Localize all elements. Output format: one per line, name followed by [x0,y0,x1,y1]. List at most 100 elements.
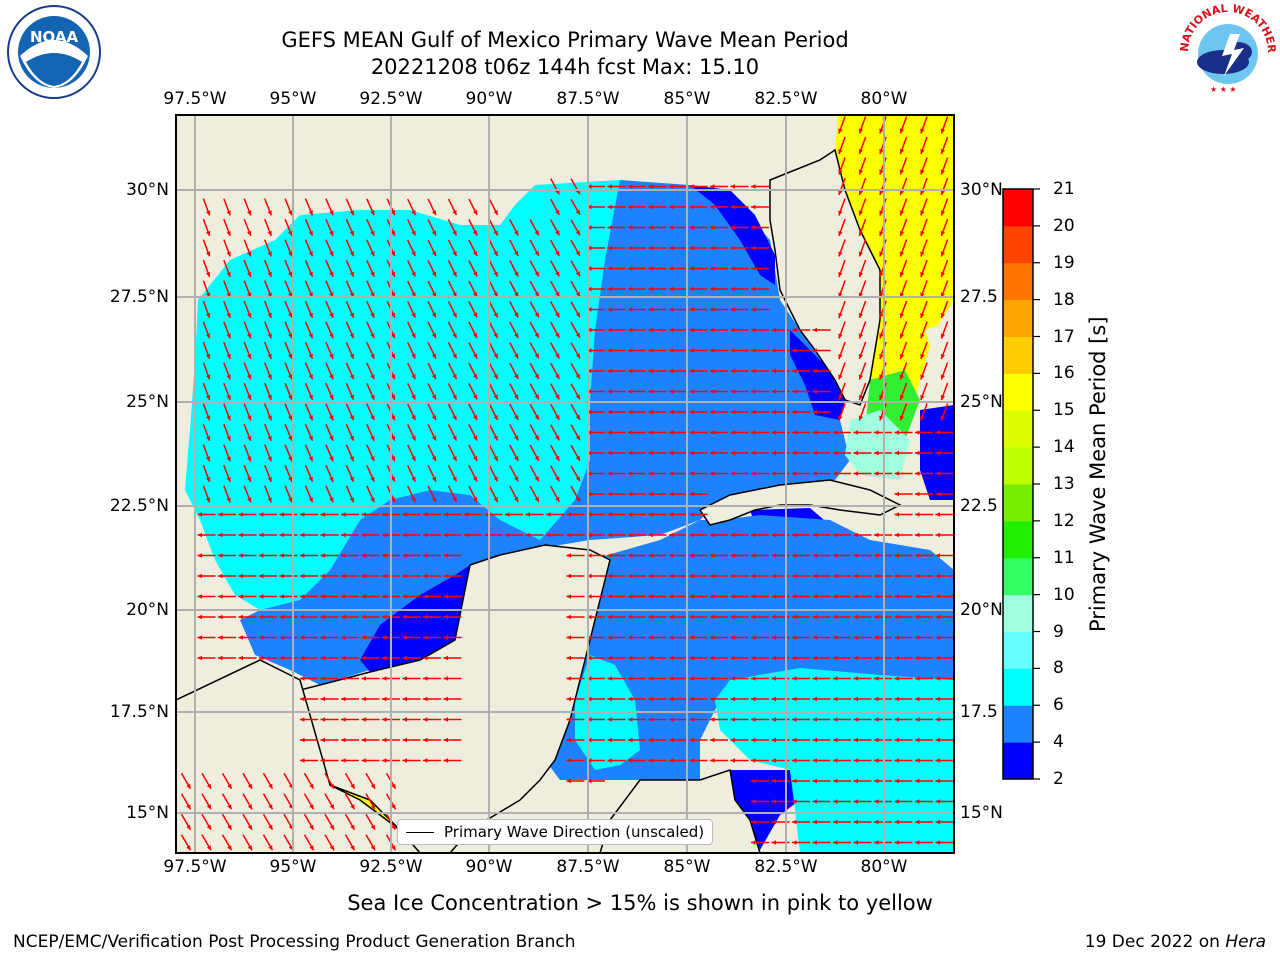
wave-arrow [509,403,519,421]
wave-arrow [366,382,375,401]
wave-arrow [587,553,605,558]
wave-arrow [940,259,949,278]
wave-arrow [894,532,913,538]
wave-arrow [550,362,560,380]
wave-arrow [940,321,949,339]
wave-arrow [587,389,605,394]
wave-arrow [341,717,359,722]
wave-arrow [915,717,933,722]
wave-arrow [792,430,810,435]
wave-arrow [853,676,872,681]
wave-arrow [320,758,339,763]
wave-arrow [283,772,294,790]
colorbar-cell [1003,557,1033,596]
wave-arrow [201,772,212,790]
wave-arrow [361,573,380,579]
wave-arrow [751,204,769,210]
wave-arrow [570,260,581,277]
wave-arrow [751,655,769,661]
wave-arrow [587,512,605,517]
wave-arrow [325,218,334,237]
wave-arrow [587,430,605,435]
wave-arrow [566,553,585,558]
wave-arrow [920,300,928,319]
lon-tick-top: 80°W [860,89,908,109]
wave-arrow [361,737,380,743]
colorbar-cell [1003,225,1033,264]
wave-arrow [468,383,478,400]
wave-arrow [730,245,749,251]
wave-arrow [243,382,252,401]
wave-arrow [858,300,867,319]
wave-arrow [751,840,769,845]
wave-arrow [345,259,355,278]
wave-arrow [325,239,334,257]
wave-arrow [648,225,667,230]
wave-arrow [484,532,503,538]
wave-arrow [751,819,769,825]
wave-arrow [488,219,499,236]
wave-arrow [488,260,499,277]
wave-arrow [509,342,519,359]
wave-arrow [300,758,318,763]
wave-arrow [570,383,581,400]
wave-arrow [935,840,954,845]
wave-arrow [648,737,667,743]
wave-arrow [689,491,708,497]
wave-arrow [628,471,646,476]
wave-arrow [242,772,253,790]
wave-arrow [894,553,913,558]
colorbar-cell [1003,410,1033,448]
wave-arrow [488,198,499,216]
wave-arrow [447,403,458,421]
wave-arrow [935,573,954,579]
wave-arrow [792,696,810,702]
wave-arrow [366,444,375,462]
wave-arrow [689,307,708,312]
wave-arrow [710,245,728,251]
wave-arrow [607,573,626,579]
wave-arrow [324,772,335,790]
wave-arrow [529,301,540,318]
wave-arrow [341,696,359,702]
wave-arrow [915,573,933,579]
wave-arrow [648,307,667,312]
colorbar-tick-label: 18 [1053,289,1075,310]
wave-arrow [529,260,540,277]
wave-arrow [899,116,908,134]
wave-arrow [341,614,359,620]
colorbar-tick-label: 2 [1053,769,1064,789]
wave-arrow [341,573,359,579]
wave-arrow [607,737,626,743]
wave-arrow [899,403,908,421]
wave-arrow [935,655,954,661]
wave-arrow [243,403,252,421]
wave-arrow [468,301,478,318]
wave-arrow [300,717,318,722]
wave-arrow [710,737,728,743]
wave-arrow [509,301,519,318]
wave-arrow [812,409,831,415]
wave-arrow [858,362,867,380]
wave-arrow [899,218,908,237]
wave-arrow [894,635,913,640]
wave-arrow [669,327,687,333]
wave-arrow [423,737,441,743]
wave-arrow [366,423,375,442]
wave-arrow [402,737,421,743]
wave-arrow [505,532,523,538]
wave-arrow [751,737,769,743]
wave-arrow [341,758,359,763]
wave-arrow [300,737,318,743]
wave-arrow [407,321,416,339]
wave-arrow [344,834,356,851]
wave-arrow [915,491,933,497]
wave-arrow [628,737,646,743]
wave-arrow [264,485,272,503]
wave-arrow [341,553,359,558]
wave-arrow [320,717,339,722]
wave-arrow [607,225,626,230]
wave-arrow [366,280,375,298]
wave-arrow [447,239,458,257]
wave-arrow [853,696,872,702]
